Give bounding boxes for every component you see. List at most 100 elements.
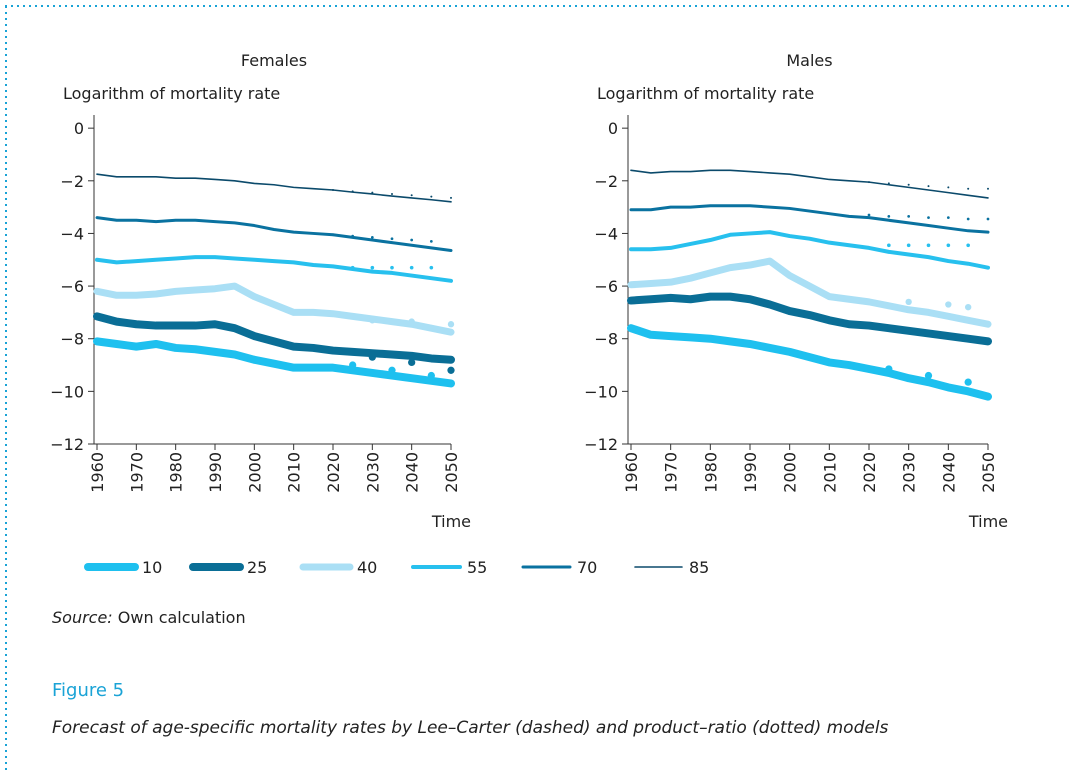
x-tick-label: 2040 xyxy=(939,452,958,493)
series-line xyxy=(96,173,452,203)
forecast-dot xyxy=(966,217,970,221)
y-tick-label: −2 xyxy=(594,172,618,191)
x-tick-label: 2020 xyxy=(860,452,879,493)
forecast-dot xyxy=(349,361,357,369)
forecast-dot xyxy=(410,238,414,242)
x-tick-label: 2050 xyxy=(979,452,998,493)
panel-title: Females xyxy=(241,51,307,70)
series-line xyxy=(95,255,453,283)
x-tick-label: 2000 xyxy=(245,452,264,493)
series-line xyxy=(629,204,990,234)
y-tick-label: −12 xyxy=(584,435,618,454)
x-tick-label: 1990 xyxy=(741,452,760,493)
forecast-dot xyxy=(391,192,393,195)
forecast-dot xyxy=(868,181,870,184)
legend-label: 55 xyxy=(467,558,487,577)
forecast-dot xyxy=(370,236,374,239)
y-tick-label: −2 xyxy=(60,172,84,191)
forecast-dot xyxy=(408,358,416,367)
source-text: Own calculation xyxy=(118,608,246,627)
forecast-dot xyxy=(927,185,930,188)
series-line xyxy=(627,292,992,346)
legend-label: 25 xyxy=(247,558,267,577)
x-tick-label: 1970 xyxy=(662,452,681,493)
forecast-dot xyxy=(332,189,334,192)
legend-label: 40 xyxy=(357,558,377,577)
y-tick-label: −8 xyxy=(594,330,618,349)
forecast-dot xyxy=(447,366,455,374)
x-tick-label: 2010 xyxy=(285,452,304,493)
x-tick-label: 2030 xyxy=(900,452,919,493)
figure-caption: Forecast of age-specific mortality rates… xyxy=(52,718,889,738)
forecast-dot xyxy=(945,301,952,308)
x-axis-label: Time xyxy=(968,512,1008,531)
forecast-dot xyxy=(351,234,355,238)
forecast-dot xyxy=(351,190,354,193)
series-line xyxy=(627,324,992,401)
y-tick-label: −4 xyxy=(60,224,84,243)
panel-title: Males xyxy=(786,51,832,70)
x-tick-label: 2020 xyxy=(324,452,343,493)
y-tick-label: −10 xyxy=(584,382,618,401)
series-line xyxy=(93,282,455,336)
y-tick-label: −8 xyxy=(60,330,84,349)
forecast-dot xyxy=(331,233,335,237)
forecast-dot xyxy=(369,317,376,324)
forecast-dot xyxy=(867,213,871,217)
forecast-dot xyxy=(430,195,433,198)
forecast-dot xyxy=(408,318,415,325)
forecast-dot xyxy=(906,243,911,248)
series-line xyxy=(95,216,453,253)
x-tick-label: 2040 xyxy=(403,452,422,493)
forecast-dot xyxy=(390,265,394,270)
forecast-dot xyxy=(368,353,376,361)
forecast-dot xyxy=(905,298,912,306)
forecast-dot xyxy=(946,216,950,220)
x-tick-label: 1960 xyxy=(88,452,107,493)
x-tick-label: 2030 xyxy=(363,452,382,493)
x-tick-label: 1960 xyxy=(622,452,641,493)
series-line xyxy=(93,312,455,364)
forecast-dot xyxy=(390,237,394,241)
y-axis-label: Logarithm of mortality rate xyxy=(597,84,814,103)
forecast-dot xyxy=(907,214,911,218)
legend-label: 70 xyxy=(577,558,597,577)
x-tick-label: 2000 xyxy=(781,452,800,493)
forecast-dot xyxy=(429,265,434,270)
x-tick-label: 1990 xyxy=(206,452,225,493)
forecast-dot xyxy=(887,243,891,248)
y-tick-label: −4 xyxy=(594,224,618,243)
legend-label: 10 xyxy=(142,558,162,577)
figure-number: Figure 5 xyxy=(52,680,124,701)
forecast-dot xyxy=(887,182,890,185)
forecast-dot xyxy=(947,186,950,189)
forecast-dot xyxy=(429,239,433,243)
forecast-dot xyxy=(927,216,930,220)
forecast-dot xyxy=(409,265,414,270)
y-axis-label: Logarithm of mortality rate xyxy=(63,84,280,103)
x-tick-label: 1980 xyxy=(701,452,720,493)
source: Source: Own calculation xyxy=(52,608,246,627)
y-tick-label: −6 xyxy=(594,277,618,296)
y-tick-label: 0 xyxy=(608,119,618,138)
y-tick-label: −10 xyxy=(50,382,84,401)
forecast-dot xyxy=(907,183,910,186)
forecast-dot xyxy=(964,303,972,311)
forecast-dot xyxy=(946,243,951,248)
x-tick-label: 1970 xyxy=(127,452,146,493)
forecast-dot xyxy=(447,321,455,328)
forecast-dot xyxy=(450,196,452,199)
y-tick-label: 0 xyxy=(74,119,84,138)
x-axis-label: Time xyxy=(431,512,471,531)
x-tick-label: 2010 xyxy=(820,452,839,493)
series-line xyxy=(629,230,990,270)
forecast-dot xyxy=(370,265,375,270)
forecast-dot xyxy=(350,265,355,270)
series-line xyxy=(93,337,455,388)
source-label: Source: xyxy=(52,608,113,627)
forecast-dot xyxy=(427,371,435,380)
forecast-dot xyxy=(924,371,933,380)
forecast-dot xyxy=(926,243,931,248)
forecast-dot xyxy=(967,187,970,190)
